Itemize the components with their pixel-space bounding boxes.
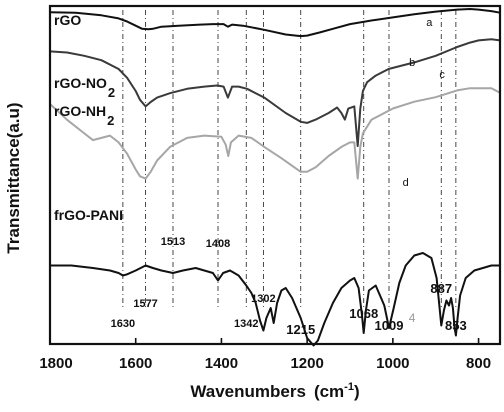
stray-annotation: 4 <box>409 311 416 325</box>
peak-label-1630: 1630 <box>111 318 135 330</box>
x-tick-label: 1000 <box>376 355 409 372</box>
peak-label-853: 853 <box>445 318 467 333</box>
peak-label-1408: 1408 <box>206 238 230 250</box>
x-tick-label: 1800 <box>39 355 72 372</box>
peak-label-887: 887 <box>430 281 452 296</box>
x-axis-title-text: Wavenumbers <box>190 382 306 401</box>
curve-letter-c: c <box>439 69 445 81</box>
peak-label-1577: 1577 <box>133 298 157 310</box>
series-name-a: rGO <box>54 12 81 28</box>
peak-label-1215: 1215 <box>286 322 315 337</box>
series-name-subscript-b: 2 <box>108 85 115 100</box>
chart-labels: 18001600140012001000800rGOrGO-NO2rGO-NH2… <box>39 12 491 372</box>
series-name-subscript-c: 2 <box>107 113 114 128</box>
x-axis-title: Wavenumbers (cm-1) <box>190 381 359 401</box>
x-tick-label: 1200 <box>290 355 323 372</box>
series-line-c <box>50 88 500 178</box>
y-axis-title: Transmittance(a.u) <box>4 102 23 253</box>
peak-label-1342: 1342 <box>234 318 258 330</box>
x-tick-label: 1400 <box>205 355 238 372</box>
curve-letter-b: b <box>409 57 415 69</box>
peak-label-1009: 1009 <box>375 318 404 333</box>
peak-label-1302: 1302 <box>251 293 275 305</box>
series-name-c: rGO-NH <box>54 103 106 119</box>
x-tick-label: 1600 <box>119 355 152 372</box>
series-line-a <box>50 9 500 36</box>
curve-letter-a: a <box>426 17 433 29</box>
x-axis-unit-close: ) <box>354 382 360 401</box>
peak-label-1513: 1513 <box>161 236 185 248</box>
curve-letter-d: d <box>403 177 409 189</box>
series-name-d: frGO-PANI <box>54 207 123 223</box>
series-line-b <box>50 39 500 146</box>
x-axis-unit-superscript: -1 <box>344 381 354 393</box>
x-tick-label: 800 <box>466 355 491 372</box>
series-name-b: rGO-NO <box>54 75 107 91</box>
x-axis-unit: (cm <box>314 382 344 401</box>
